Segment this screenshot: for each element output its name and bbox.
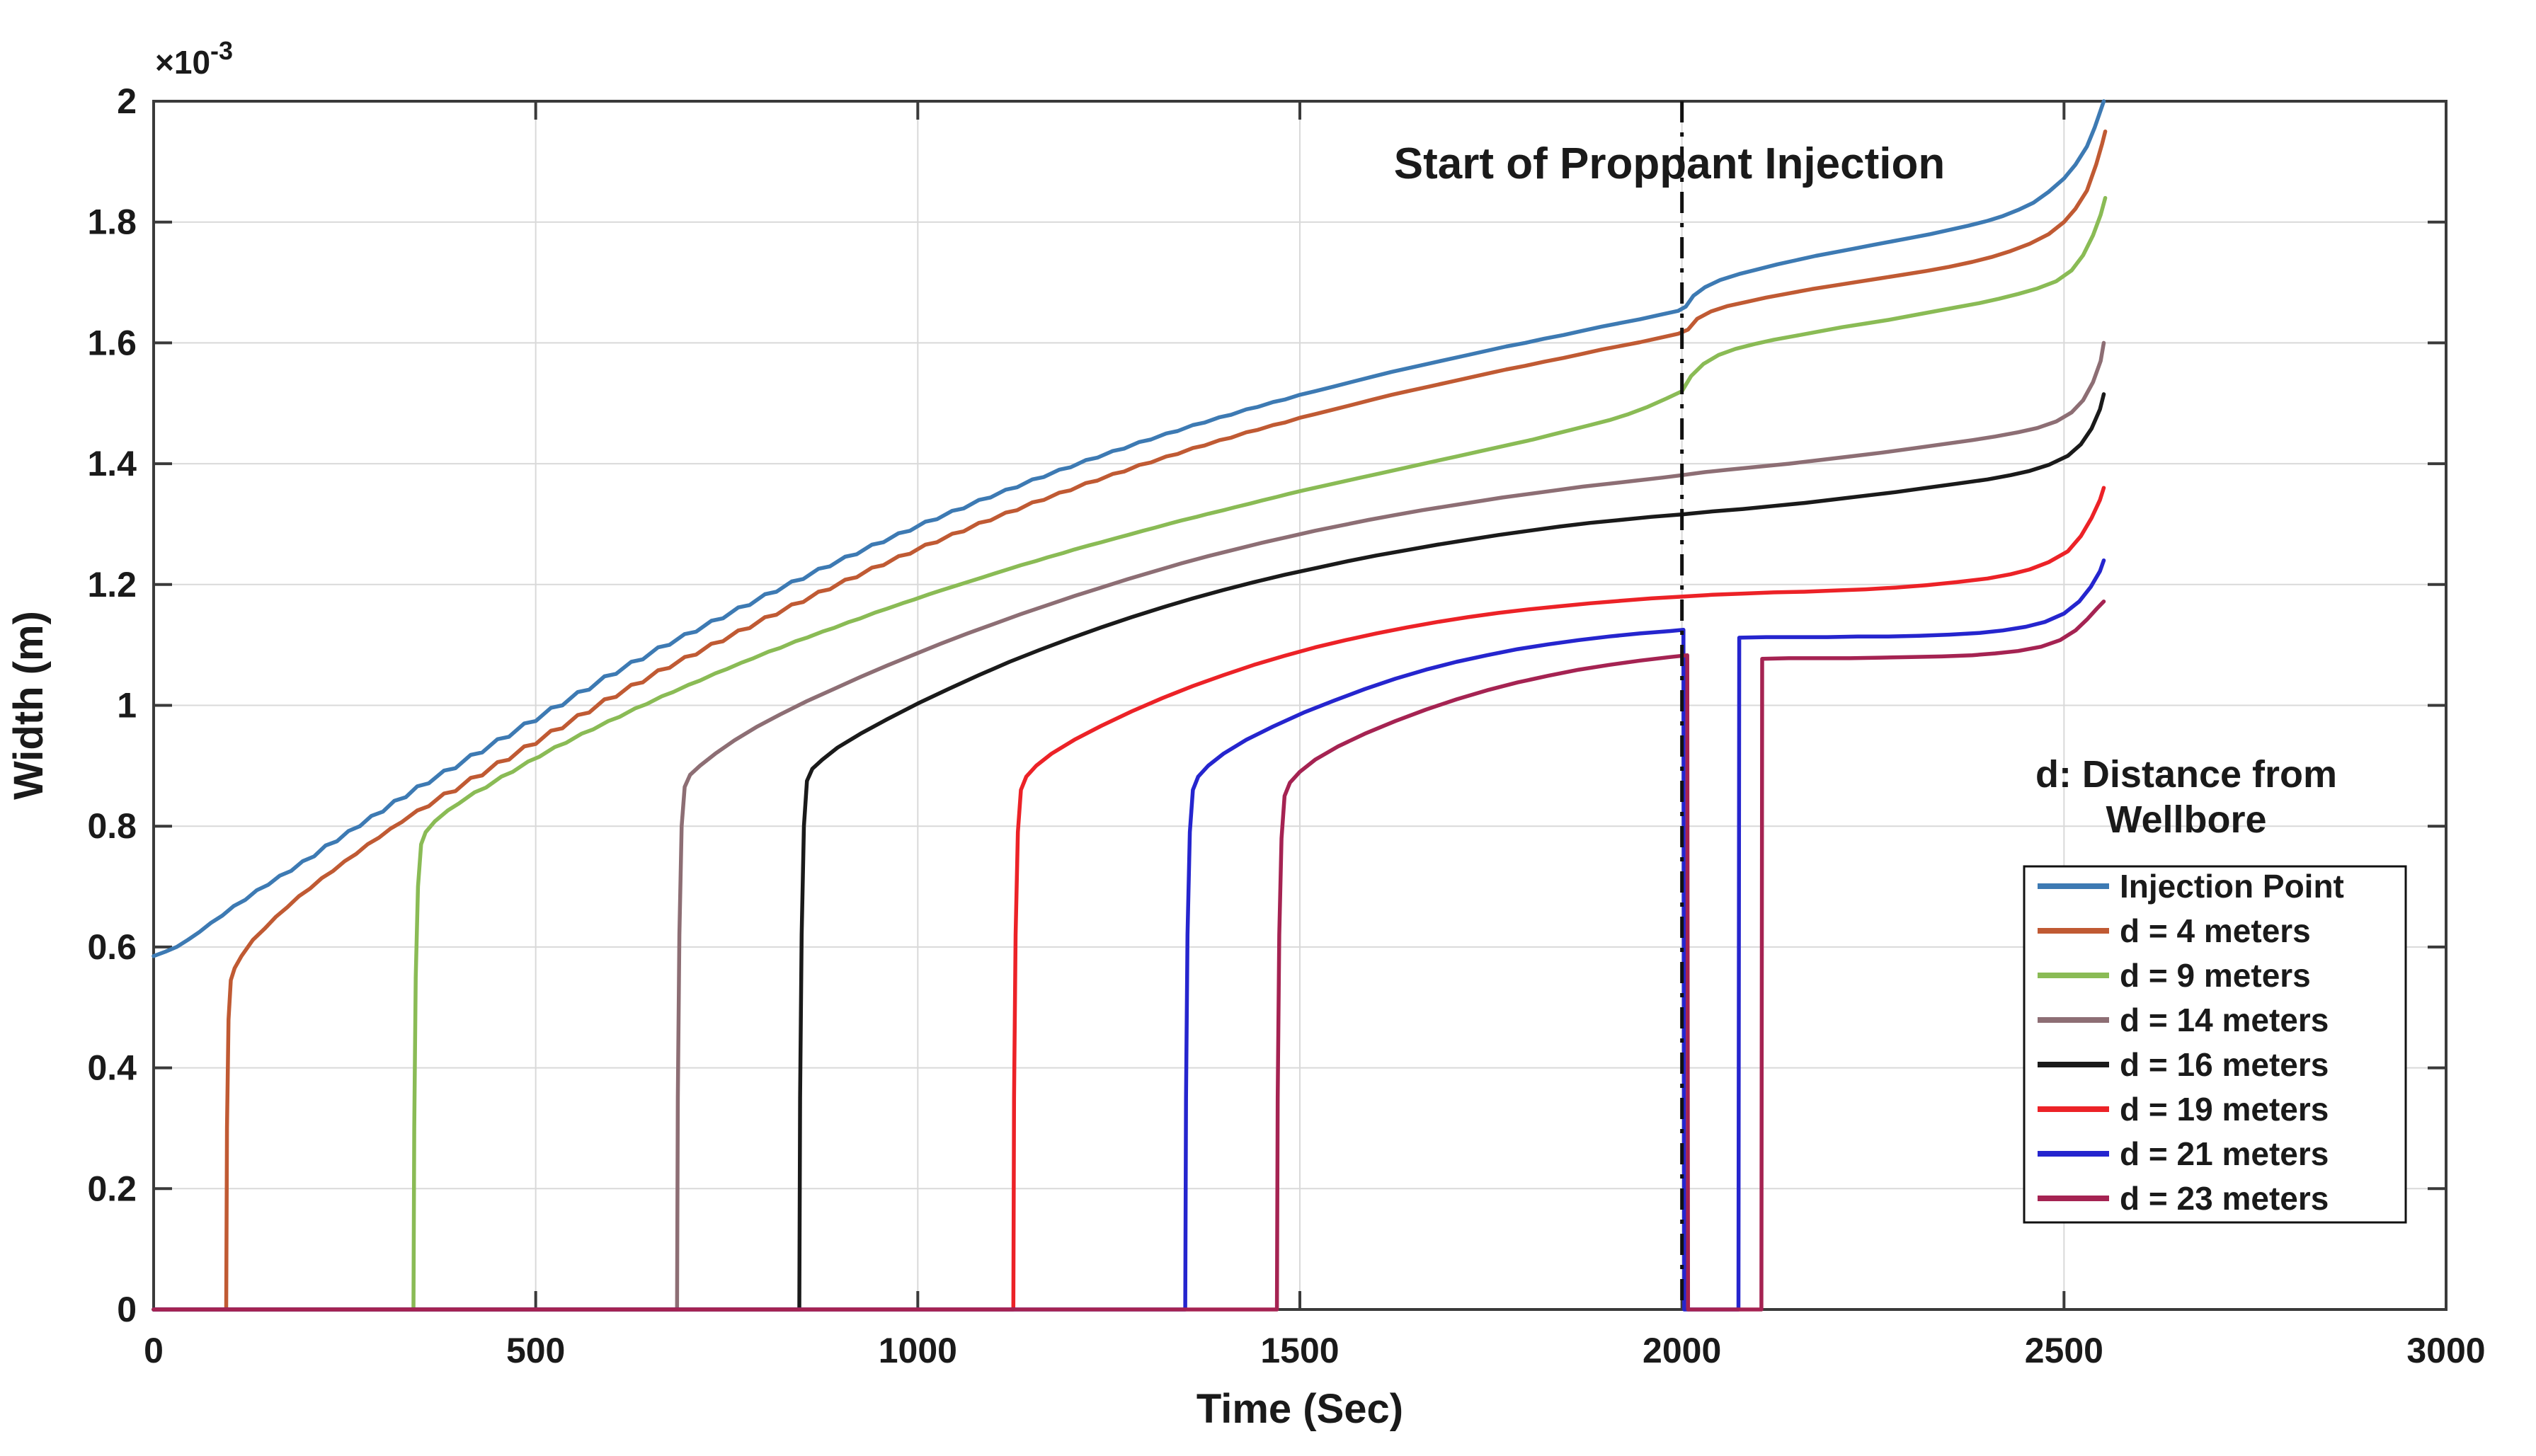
- y-tick-label: 1.2: [87, 565, 137, 604]
- legend-label-d-19-meters: d = 19 meters: [2120, 1091, 2329, 1128]
- legend-box: [2023, 865, 2407, 1224]
- y-axis-exponent: ×10-3: [155, 36, 233, 81]
- y-axis-label: Width (m): [6, 611, 52, 800]
- y-tick-label: 1: [117, 686, 137, 726]
- x-tick-label: 1500: [1260, 1331, 1339, 1370]
- legend-label-d-14-meters: d = 14 meters: [2120, 1002, 2329, 1038]
- y-tick-label: 0.2: [87, 1169, 137, 1208]
- legend-label-d-4-meters: d = 4 meters: [2120, 912, 2311, 949]
- y-tick-label: 1.4: [87, 444, 137, 483]
- x-tick-label: 1000: [879, 1331, 957, 1370]
- x-tick-label: 0: [144, 1331, 164, 1370]
- y-tick-label: 0: [117, 1290, 137, 1329]
- y-tick-label: 1.6: [87, 323, 137, 362]
- series-d-16-meters: [152, 392, 2106, 1312]
- x-tick-label: 3000: [2406, 1331, 2485, 1370]
- legend-label-d-9-meters: d = 9 meters: [2120, 957, 2311, 994]
- y-tick-label: 2: [117, 81, 137, 121]
- legend-title-line: Wellbore: [2106, 798, 2266, 841]
- x-axis-label: Time (Sec): [1196, 1386, 1403, 1432]
- annotation-start-of-proppant-injection: Start of Proppant Injection: [1394, 139, 1945, 188]
- y-tick-label: 0.8: [87, 806, 137, 846]
- legend-label-d-16-meters: d = 16 meters: [2120, 1046, 2329, 1083]
- legend-label-d-23-meters: d = 23 meters: [2120, 1180, 2329, 1217]
- y-tick-label: 0.4: [87, 1048, 137, 1088]
- legend-label-d-21-meters: d = 21 meters: [2120, 1135, 2329, 1172]
- series-d-14-meters: [152, 340, 2106, 1312]
- x-tick-label: 2000: [1643, 1331, 1721, 1370]
- y-tick-label: 1.8: [87, 202, 137, 242]
- series-d-23-meters: [152, 599, 2106, 1312]
- series-d-19-meters: [152, 486, 2106, 1312]
- series-d-4-meters: [152, 129, 2108, 1312]
- y-tick-label: 0.6: [87, 927, 137, 967]
- legend-title-line: d: Distance from: [2035, 753, 2337, 796]
- x-tick-label: 500: [506, 1331, 565, 1370]
- x-tick-label: 2500: [2025, 1331, 2103, 1370]
- series-d-21-meters: [152, 558, 2106, 1312]
- series-d-9-meters: [152, 195, 2108, 1312]
- series-injection-point: [152, 99, 2106, 958]
- legend-label-injection-point: Injection Point: [2120, 868, 2344, 905]
